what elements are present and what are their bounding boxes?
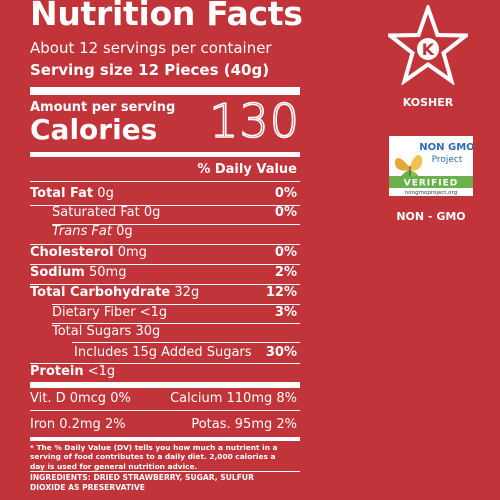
nongmo-url-text: nongmoproject.org xyxy=(405,190,457,196)
nutrient-amount: <1g xyxy=(87,364,116,379)
nongmo-project-text: Project xyxy=(432,155,463,165)
kosher-label: KOSHER xyxy=(402,96,454,109)
nutrient-amount: 0g xyxy=(97,186,114,201)
divider xyxy=(52,224,300,225)
divider xyxy=(30,181,300,182)
nutrient-row-dietary-fiber: Dietary Fiber <1g 3% xyxy=(30,302,300,324)
medium-rule xyxy=(30,152,300,157)
divider xyxy=(30,264,300,265)
nutrient-row-total-carbohydrate: Total Carbohydrate 32g 12% xyxy=(30,282,300,304)
daily-value-header: % Daily Value xyxy=(197,162,297,177)
divider xyxy=(30,363,300,364)
nutrient-row-added-sugars: Includes 15g Added Sugars 30% xyxy=(30,342,300,364)
calcium: Calcium 110mg 8% xyxy=(170,391,297,406)
potassium: Potas. 95mg 2% xyxy=(191,417,297,432)
divider xyxy=(30,471,300,472)
serving-size: Serving size 12 Pieces (40g) xyxy=(30,61,270,79)
iron: Iron 0.2mg 2% xyxy=(30,417,126,432)
nutrient-row-total-sugars: Total Sugars 30g xyxy=(30,321,300,343)
divider xyxy=(30,244,300,245)
nutrient-row-sodium: Sodium 50mg 2% xyxy=(30,262,300,284)
footnote: * The % Daily Value (DV) tells you how m… xyxy=(30,443,278,471)
kosher-star-icon: K xyxy=(388,5,468,85)
nutrient-amount: 0g xyxy=(143,205,161,220)
nutrient-row-trans-fat: Trans Fat 0g xyxy=(30,221,300,243)
calories-value: 130 xyxy=(208,93,300,149)
thick-rule xyxy=(30,87,300,95)
divider xyxy=(72,342,300,343)
nutrient-name: Trans Fat xyxy=(52,224,112,239)
vitamin-row: Iron 0.2mg 2% Potas. 95mg 2% xyxy=(30,414,300,436)
nutrient-name: Total Sugars xyxy=(52,324,132,339)
nutrient-name: Total Fat xyxy=(30,186,94,201)
amount-per-serving: Amount per serving xyxy=(30,100,176,115)
kosher-letter: K xyxy=(422,40,435,59)
nutrient-pct: 30% xyxy=(265,345,297,360)
thick-rule xyxy=(30,382,300,388)
ingredients: INGREDIENTS: DRIED STRAWBERRY, SUGAR, SU… xyxy=(30,473,254,492)
nutrient-pct: 0% xyxy=(274,205,297,220)
nutrient-pct: 0% xyxy=(274,245,297,260)
servings-per-container: About 12 servings per container xyxy=(30,39,272,57)
nutrient-name: Protein xyxy=(30,364,84,379)
nutrient-amount: 0mg xyxy=(117,245,147,260)
nutrient-name: Includes 15g Added Sugars xyxy=(74,345,252,360)
divider xyxy=(30,284,300,285)
divider xyxy=(30,205,300,206)
vitamin-row: Vit. D 0mcg 0% Calcium 110mg 8% xyxy=(30,388,300,410)
divider xyxy=(30,410,300,411)
nutrient-pct: 0% xyxy=(274,186,297,201)
divider xyxy=(52,323,300,324)
nutrient-amount: 32g xyxy=(174,285,200,300)
vitamin-d: Vit. D 0mcg 0% xyxy=(30,391,131,406)
nutrient-pct: 12% xyxy=(265,285,297,300)
nutrient-row-total-fat: Total Fat 0g 0% xyxy=(30,183,300,205)
medium-rule xyxy=(30,437,300,441)
nutrient-name: Sodium xyxy=(30,265,85,280)
nutrition-title: Nutrition Facts xyxy=(30,0,303,33)
divider xyxy=(52,304,300,305)
nutrient-pct: 2% xyxy=(274,265,297,280)
nongmo-top-text: NON GMO xyxy=(419,142,473,153)
nutrient-row-protein: Protein <1g xyxy=(30,361,300,383)
non-gmo-verified-logo: NON GMO Project VERIFIED nongmoproject.o… xyxy=(389,136,473,196)
calories-label: Calories xyxy=(30,113,158,146)
nutrient-amount: 50mg xyxy=(89,265,127,280)
nutrient-pct: 3% xyxy=(274,305,297,320)
non-gmo-label: NON - GMO xyxy=(396,210,466,223)
nutrient-name: Dietary Fiber xyxy=(52,305,136,320)
butterfly-icon xyxy=(395,154,423,182)
nutrient-amount: <1g xyxy=(139,305,168,320)
nutrient-amount: 0g xyxy=(116,224,133,239)
nutrient-row-saturated-fat: Saturated Fat 0g 0% xyxy=(30,202,300,224)
nutrient-amount: 30g xyxy=(135,324,161,339)
nongmo-verified-text: VERIFIED xyxy=(404,179,459,189)
nutrient-name: Total Carbohydrate xyxy=(30,285,171,300)
nutrient-row-cholesterol: Cholesterol 0mg 0% xyxy=(30,242,300,264)
nutrient-name: Cholesterol xyxy=(30,245,114,260)
nutrient-name: Saturated Fat xyxy=(52,205,140,220)
